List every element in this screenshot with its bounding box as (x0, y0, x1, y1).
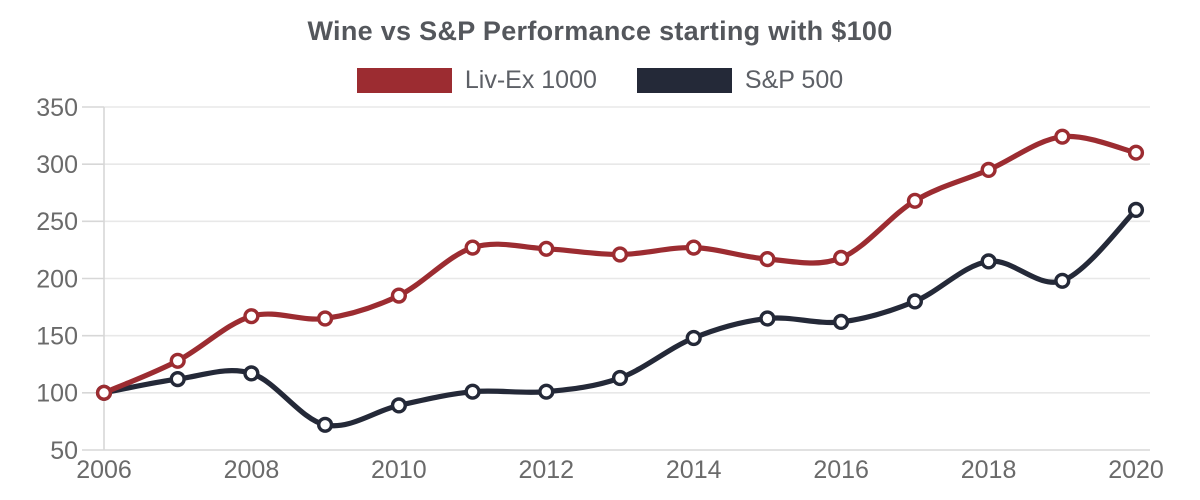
legend-item-liv-ex-1000[interactable]: Liv-Ex 1000 (356, 66, 597, 95)
data-point-liv-ex-1000-2011[interactable] (464, 239, 481, 256)
data-point-s-p-500-2019[interactable] (1054, 272, 1071, 289)
ytick-label-250: 250 (36, 208, 78, 236)
data-point-s-p-500-2015[interactable] (759, 310, 776, 327)
legend: Liv-Ex 1000 S&P 500 (0, 66, 1200, 95)
data-point-liv-ex-1000-2009[interactable] (317, 310, 334, 327)
data-point-liv-ex-1000-2010[interactable] (390, 287, 408, 304)
data-point-s-p-500-2020[interactable] (1127, 201, 1145, 219)
chart-title: Wine vs S&P Performance starting with $1… (307, 16, 893, 46)
data-point-s-p-500-2009[interactable] (317, 416, 334, 433)
data-point-s-p-500-2017[interactable] (906, 293, 924, 310)
data-point-liv-ex-1000-2012[interactable] (538, 240, 555, 257)
data-point-liv-ex-1000-2008[interactable] (243, 308, 260, 325)
data-point-liv-ex-1000-2013[interactable] (611, 246, 629, 263)
data-point-liv-ex-1000-2020[interactable] (1127, 144, 1145, 161)
legend-item-sp500[interactable]: S&P 500 (636, 66, 844, 95)
xtick-label-2012: 2012 (518, 456, 574, 484)
data-point-s-p-500-2018[interactable] (980, 253, 997, 270)
legend-label-liv-ex-1000: Liv-Ex 1000 (464, 66, 597, 94)
data-point-liv-ex-1000-2018[interactable] (980, 161, 997, 179)
legend-swatch-liv-ex-1000 (356, 68, 452, 93)
data-point-s-p-500-2012[interactable] (538, 383, 555, 400)
data-point-liv-ex-1000-2017[interactable] (906, 192, 924, 209)
ytick-label-350: 350 (36, 94, 78, 122)
ytick-label-300: 300 (36, 151, 78, 179)
data-point-liv-ex-1000-2006[interactable] (95, 384, 113, 401)
xtick-label-2006: 2006 (76, 456, 132, 484)
data-point-s-p-500-2010[interactable] (390, 397, 408, 414)
data-point-s-p-500-2014[interactable] (685, 329, 702, 347)
xtick-label-2010: 2010 (371, 456, 427, 484)
data-point-liv-ex-1000-2014[interactable] (685, 239, 702, 256)
ytick-label-50: 50 (50, 437, 78, 465)
xtick-label-2016: 2016 (813, 456, 869, 484)
data-point-s-p-500-2008[interactable] (243, 365, 260, 382)
legend-swatch-sp500 (636, 68, 732, 93)
data-point-s-p-500-2013[interactable] (611, 369, 629, 387)
ytick-label-150: 150 (36, 322, 78, 350)
data-point-s-p-500-2016[interactable] (832, 313, 850, 331)
ytick-label-100: 100 (36, 380, 78, 408)
data-point-liv-ex-1000-2016[interactable] (832, 249, 850, 267)
data-point-s-p-500-2007[interactable] (169, 371, 186, 388)
data-point-liv-ex-1000-2007[interactable] (169, 352, 186, 369)
data-point-liv-ex-1000-2015[interactable] (759, 251, 776, 268)
xtick-label-2014: 2014 (666, 456, 722, 484)
data-point-s-p-500-2011[interactable] (464, 383, 481, 400)
legend-label-sp500: S&P 500 (744, 66, 844, 94)
xtick-label-2008: 2008 (224, 456, 280, 484)
ytick-label-200: 200 (36, 265, 78, 293)
data-point-liv-ex-1000-2019[interactable] (1054, 128, 1071, 145)
xtick-label-2018: 2018 (961, 456, 1017, 484)
xtick-label-2020: 2020 (1108, 456, 1164, 484)
